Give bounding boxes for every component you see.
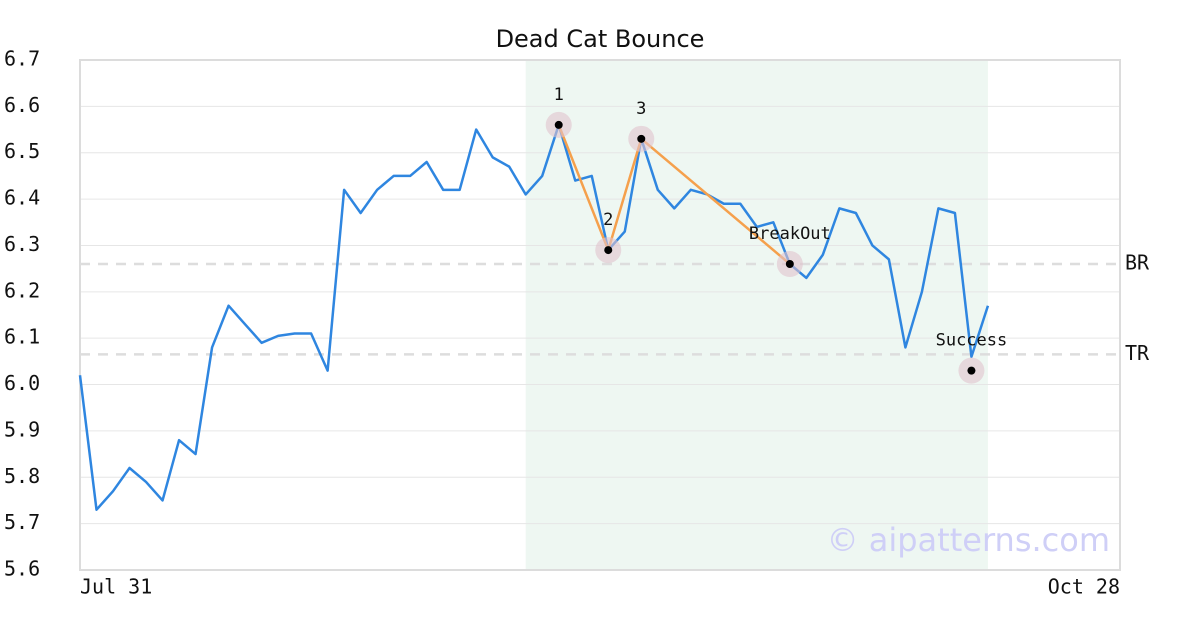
pattern-point bbox=[554, 120, 563, 129]
y-tick-label: 5.6 bbox=[4, 557, 40, 581]
y-tick-label: 6.2 bbox=[4, 278, 40, 302]
y-tick-label: 6.5 bbox=[4, 139, 40, 163]
highlight-region bbox=[525, 60, 988, 570]
y-tick-label: 6.4 bbox=[4, 186, 40, 210]
watermark: © aipatterns.com bbox=[827, 521, 1110, 559]
x-tick-label: Jul 31 bbox=[80, 575, 152, 599]
pattern-line bbox=[557, 124, 791, 265]
y-tick-label: 6.3 bbox=[4, 232, 40, 256]
pattern-point bbox=[637, 134, 646, 143]
pattern-label: Success bbox=[936, 331, 1008, 351]
pattern-label: 1 bbox=[554, 85, 564, 105]
y-tick-label: 6.1 bbox=[4, 325, 40, 349]
level-label: TR bbox=[1125, 341, 1150, 365]
y-tick-label: 5.7 bbox=[4, 510, 40, 534]
level-label: BR bbox=[1125, 251, 1150, 275]
price-line bbox=[78, 123, 990, 511]
pattern-point bbox=[785, 260, 794, 268]
y-tick-label: 5.8 bbox=[4, 464, 40, 488]
y-tick-label: 5.9 bbox=[4, 417, 40, 441]
y-tick-label: 6.0 bbox=[4, 371, 40, 395]
x-tick-label: Oct 28 bbox=[1048, 575, 1120, 599]
pattern-label: BreakOut bbox=[749, 224, 831, 244]
y-tick-label: 6.6 bbox=[4, 93, 40, 117]
pattern-point bbox=[967, 366, 976, 375]
pattern-point bbox=[604, 246, 613, 255]
pattern-label: 2 bbox=[603, 210, 613, 230]
pattern-label: 3 bbox=[636, 99, 646, 119]
plot-border bbox=[79, 59, 1121, 571]
chart-title: Dead Cat Bounce bbox=[496, 25, 705, 53]
y-tick-label: 6.7 bbox=[4, 47, 40, 71]
